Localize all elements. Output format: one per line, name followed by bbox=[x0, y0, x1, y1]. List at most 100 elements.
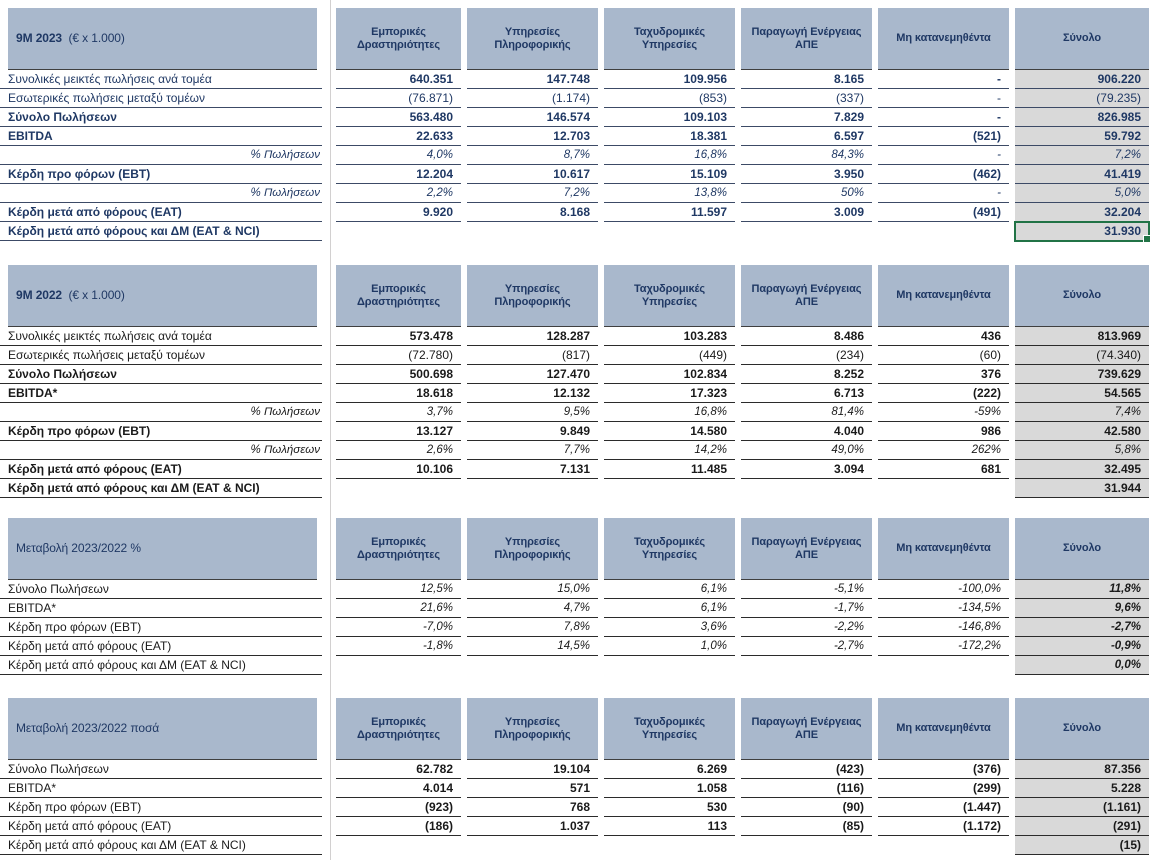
table-title-cell[interactable]: Μεταβολή 2023/2022 % bbox=[8, 518, 317, 580]
column-header-4[interactable]: Παραγωγή Ενέργειας ΑΠΕ bbox=[741, 8, 872, 70]
value-cell[interactable]: -59% bbox=[878, 403, 1009, 422]
row-label-cell[interactable]: Κέρδη μετά από φόρους (EAT) bbox=[0, 817, 322, 836]
value-cell[interactable]: (853) bbox=[604, 89, 735, 108]
value-cell[interactable]: 3.094 bbox=[741, 460, 872, 479]
value-cell[interactable]: 22.633 bbox=[336, 127, 461, 146]
value-cell[interactable]: 681 bbox=[878, 460, 1009, 479]
value-cell[interactable]: (337) bbox=[741, 89, 872, 108]
value-cell[interactable]: - bbox=[878, 184, 1009, 203]
value-cell[interactable]: 573.478 bbox=[336, 327, 461, 346]
value-cell[interactable]: -172,2% bbox=[878, 637, 1009, 656]
value-cell[interactable]: (449) bbox=[604, 346, 735, 365]
value-cell[interactable]: 14,2% bbox=[604, 441, 735, 460]
value-cell[interactable]: (76.871) bbox=[336, 89, 461, 108]
value-cell[interactable]: 103.283 bbox=[604, 327, 735, 346]
value-cell[interactable]: 7,7% bbox=[467, 441, 598, 460]
column-header-5[interactable]: Μη κατανεμηθέντα bbox=[878, 698, 1009, 760]
row-label-cell[interactable]: Κέρδη μετά από φόρους και ΔΜ (EAT & NCI) bbox=[0, 479, 322, 498]
value-cell[interactable]: 6.713 bbox=[741, 384, 872, 403]
value-cell[interactable]: 500.698 bbox=[336, 365, 461, 384]
value-cell[interactable]: 17.323 bbox=[604, 384, 735, 403]
column-header-2[interactable]: Υπηρεσίες Πληροφορικής bbox=[467, 265, 598, 327]
value-cell[interactable]: 81,4% bbox=[741, 403, 872, 422]
column-header-5[interactable]: Μη κατανεμηθέντα bbox=[878, 518, 1009, 580]
fill-handle[interactable] bbox=[1143, 235, 1151, 243]
value-cell[interactable]: 128.287 bbox=[467, 327, 598, 346]
column-header-3[interactable]: Ταχυδρομικές Υπηρεσίες bbox=[604, 8, 735, 70]
value-cell[interactable]: (423) bbox=[741, 760, 872, 779]
value-cell[interactable]: 563.480 bbox=[336, 108, 461, 127]
value-cell[interactable]: 13.127 bbox=[336, 422, 461, 441]
row-label-cell[interactable]: EBITDA* bbox=[0, 779, 322, 798]
row-label-cell[interactable]: Κέρδη προ φόρων (EBT) bbox=[0, 798, 322, 817]
total-cell[interactable]: 7,2% bbox=[1015, 146, 1149, 165]
value-cell[interactable]: 376 bbox=[878, 365, 1009, 384]
value-cell[interactable]: 109.103 bbox=[604, 108, 735, 127]
column-header-2[interactable]: Υπηρεσίες Πληροφορικής bbox=[467, 518, 598, 580]
value-cell[interactable]: 13,8% bbox=[604, 184, 735, 203]
value-cell[interactable]: (1.172) bbox=[878, 817, 1009, 836]
value-cell[interactable]: 12.132 bbox=[467, 384, 598, 403]
row-label-cell[interactable]: Σύνολο Πωλήσεων bbox=[0, 760, 322, 779]
row-label-cell[interactable]: EBITDA* bbox=[0, 384, 322, 403]
value-cell[interactable]: -146,8% bbox=[878, 618, 1009, 637]
total-cell[interactable]: 0,0% bbox=[1015, 656, 1149, 675]
value-cell[interactable]: 262% bbox=[878, 441, 1009, 460]
row-label-cell[interactable]: EBITDA* bbox=[0, 599, 322, 618]
total-cell[interactable]: (79.235) bbox=[1015, 89, 1149, 108]
total-cell[interactable]: 813.969 bbox=[1015, 327, 1149, 346]
value-cell[interactable]: 3,7% bbox=[336, 403, 461, 422]
column-header-6[interactable]: Σύνολο bbox=[1015, 8, 1149, 70]
value-cell[interactable]: 6,1% bbox=[604, 599, 735, 618]
value-cell[interactable]: 9,5% bbox=[467, 403, 598, 422]
total-cell[interactable]: 5.228 bbox=[1015, 779, 1149, 798]
row-label-cell[interactable]: Κέρδη μετά από φόρους (EAT) bbox=[0, 637, 322, 656]
value-cell[interactable]: 84,3% bbox=[741, 146, 872, 165]
row-label-cell[interactable]: Κέρδη προ φόρων (EBT) bbox=[0, 618, 322, 637]
total-cell[interactable]: (1.161) bbox=[1015, 798, 1149, 817]
value-cell[interactable]: 12,5% bbox=[336, 580, 461, 599]
value-cell[interactable]: 9.920 bbox=[336, 203, 461, 222]
column-header-3[interactable]: Ταχυδρομικές Υπηρεσίες bbox=[604, 518, 735, 580]
value-cell[interactable]: (462) bbox=[878, 165, 1009, 184]
table-title-cell[interactable]: Μεταβολή 2023/2022 ποσά bbox=[8, 698, 317, 760]
value-cell[interactable]: (90) bbox=[741, 798, 872, 817]
value-cell[interactable]: 6.269 bbox=[604, 760, 735, 779]
column-header-5[interactable]: Μη κατανεμηθέντα bbox=[878, 265, 1009, 327]
column-header-4[interactable]: Παραγωγή Ενέργειας ΑΠΕ bbox=[741, 518, 872, 580]
row-label-cell[interactable]: Εσωτερικές πωλήσεις μεταξύ τομέων bbox=[0, 89, 322, 108]
value-cell[interactable]: 12.204 bbox=[336, 165, 461, 184]
value-cell[interactable]: 14,5% bbox=[467, 637, 598, 656]
value-cell[interactable]: 1.037 bbox=[467, 817, 598, 836]
value-cell[interactable]: 21,6% bbox=[336, 599, 461, 618]
value-cell[interactable]: 16,8% bbox=[604, 403, 735, 422]
total-cell[interactable]: 739.629 bbox=[1015, 365, 1149, 384]
total-cell[interactable]: 32.495 bbox=[1015, 460, 1149, 479]
value-cell[interactable]: 18.381 bbox=[604, 127, 735, 146]
total-cell[interactable]: -0,9% bbox=[1015, 637, 1149, 656]
value-cell[interactable]: 15,0% bbox=[467, 580, 598, 599]
value-cell[interactable]: 7,2% bbox=[467, 184, 598, 203]
value-cell[interactable]: -134,5% bbox=[878, 599, 1009, 618]
value-cell[interactable]: 7.829 bbox=[741, 108, 872, 127]
total-cell[interactable]: (74.340) bbox=[1015, 346, 1149, 365]
value-cell[interactable]: 49,0% bbox=[741, 441, 872, 460]
row-label-cell[interactable]: Σύνολο Πωλήσεων bbox=[0, 108, 322, 127]
row-label-cell[interactable]: Κέρδη μετά από φόρους και ΔΜ (EAT & NCI) bbox=[0, 836, 322, 855]
row-label-cell[interactable]: Συνολικές μεικτές πωλήσεις ανά τομέα bbox=[0, 70, 322, 89]
total-cell[interactable]: 32.204 bbox=[1015, 203, 1149, 222]
row-label-cell[interactable]: Σύνολο Πωλήσεων bbox=[0, 580, 322, 599]
value-cell[interactable]: 3,6% bbox=[604, 618, 735, 637]
total-cell[interactable]: 7,4% bbox=[1015, 403, 1149, 422]
value-cell[interactable]: 436 bbox=[878, 327, 1009, 346]
column-header-5[interactable]: Μη κατανεμηθέντα bbox=[878, 8, 1009, 70]
value-cell[interactable]: - bbox=[878, 89, 1009, 108]
value-cell[interactable]: 4.040 bbox=[741, 422, 872, 441]
total-cell[interactable]: -2,7% bbox=[1015, 618, 1149, 637]
value-cell[interactable]: 4,0% bbox=[336, 146, 461, 165]
table-title-cell[interactable]: 9M 2023 (€ x 1.000) bbox=[8, 8, 317, 70]
value-cell[interactable]: -1,7% bbox=[741, 599, 872, 618]
value-cell[interactable]: (222) bbox=[878, 384, 1009, 403]
total-cell[interactable]: 9,6% bbox=[1015, 599, 1149, 618]
column-header-2[interactable]: Υπηρεσίες Πληροφορικής bbox=[467, 8, 598, 70]
